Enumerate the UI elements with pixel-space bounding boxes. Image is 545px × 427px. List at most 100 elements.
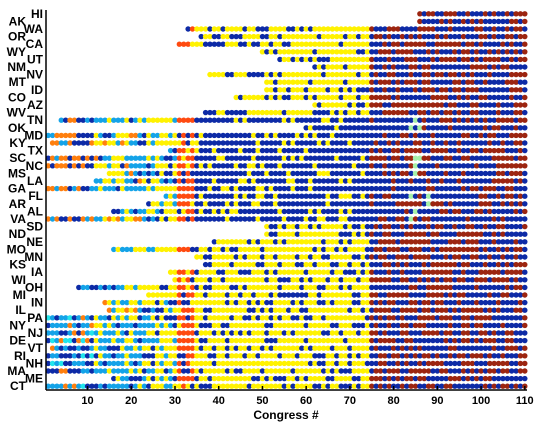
heatmap-cell xyxy=(181,368,187,374)
heatmap-cell xyxy=(325,368,331,374)
heatmap-cell xyxy=(329,375,336,382)
heatmap-cell xyxy=(522,64,528,70)
heatmap-cell xyxy=(430,330,436,336)
heatmap-cell xyxy=(281,94,288,101)
heatmap-cell xyxy=(224,117,231,123)
heatmap-cell xyxy=(347,216,353,222)
heatmap-cell xyxy=(434,178,441,184)
heatmap-cell xyxy=(167,330,174,336)
heatmap-cell xyxy=(202,193,209,199)
heatmap-cell xyxy=(355,269,362,275)
heatmap-cell xyxy=(382,375,388,382)
heatmap-cell xyxy=(255,261,261,268)
heatmap-cell xyxy=(299,109,305,116)
heatmap-cell xyxy=(224,322,231,329)
heatmap-cell xyxy=(67,383,73,389)
heatmap-cell xyxy=(255,109,261,116)
heatmap-cell xyxy=(500,170,506,177)
heatmap-cell xyxy=(395,178,401,184)
heatmap-cell xyxy=(478,269,484,275)
heatmap-cell xyxy=(334,147,340,154)
heatmap-cell xyxy=(146,368,152,374)
heatmap-cell xyxy=(102,117,108,123)
heatmap-cell xyxy=(513,360,519,367)
heatmap-cell xyxy=(320,330,327,336)
heatmap-cell xyxy=(390,223,397,230)
heatmap-cell xyxy=(355,368,362,374)
heatmap-cell xyxy=(216,71,222,78)
heatmap-cell xyxy=(325,383,331,389)
heatmap-cell xyxy=(80,155,86,161)
heatmap-cell xyxy=(355,284,362,291)
heatmap-cell xyxy=(408,163,414,169)
heatmap-cell xyxy=(272,223,279,230)
heatmap-cell xyxy=(360,307,366,313)
heatmap-cell xyxy=(487,223,493,230)
heatmap-cell xyxy=(369,353,375,359)
heatmap-cell xyxy=(67,368,73,374)
heatmap-cell xyxy=(224,185,231,192)
heatmap-cell xyxy=(237,330,244,336)
heatmap-cell xyxy=(198,193,204,199)
heatmap-cell xyxy=(382,269,388,275)
heatmap-cell xyxy=(474,155,480,161)
heatmap-cell xyxy=(342,254,349,260)
heatmap-cell xyxy=(443,155,449,161)
heatmap-cell xyxy=(417,109,423,116)
heatmap-cell xyxy=(469,254,476,260)
heatmap-cell xyxy=(443,246,449,253)
heatmap-cell xyxy=(447,147,454,154)
heatmap-cell xyxy=(504,201,511,207)
heatmap-cell xyxy=(299,26,305,32)
heatmap-cell xyxy=(71,360,78,367)
heatmap-cell xyxy=(491,178,497,184)
heatmap-cell xyxy=(364,277,371,283)
heatmap-cell xyxy=(508,284,515,291)
heatmap-cell xyxy=(325,147,331,154)
heatmap-cell xyxy=(281,87,288,93)
heatmap-cell xyxy=(508,71,515,78)
heatmap-cell xyxy=(229,185,235,192)
heatmap-cell xyxy=(417,307,423,313)
heatmap-cell xyxy=(369,178,375,184)
heatmap-cell xyxy=(417,26,423,32)
heatmap-cell xyxy=(268,147,274,154)
heatmap-cell xyxy=(508,132,515,139)
heatmap-cell xyxy=(259,261,266,268)
heatmap-cell xyxy=(517,254,524,260)
heatmap-cell xyxy=(390,56,397,63)
heatmap-cell xyxy=(452,102,458,108)
heatmap-cell xyxy=(478,261,484,268)
heatmap-cell xyxy=(338,170,344,177)
heatmap-cell xyxy=(425,368,432,374)
heatmap-cell xyxy=(216,193,222,199)
heatmap-cell xyxy=(163,132,169,139)
heatmap-cell xyxy=(320,231,327,237)
heatmap-cell xyxy=(412,140,419,146)
heatmap-cell xyxy=(137,375,143,382)
heatmap-cell xyxy=(377,284,384,291)
heatmap-cell xyxy=(211,353,218,359)
heatmap-cell xyxy=(386,375,392,382)
heatmap-cell xyxy=(93,284,99,291)
heatmap-cell xyxy=(242,201,248,207)
heatmap-cell xyxy=(443,79,449,85)
heatmap-cell xyxy=(439,87,445,93)
heatmap-cell xyxy=(355,307,362,313)
heatmap-cell xyxy=(369,261,375,268)
heatmap-cell xyxy=(102,216,108,222)
heatmap-cell xyxy=(207,277,213,283)
heatmap-cell xyxy=(421,94,427,101)
heatmap-cell xyxy=(224,261,231,268)
heatmap-cell xyxy=(495,345,502,351)
heatmap-cell xyxy=(465,368,471,374)
heatmap-cell xyxy=(500,231,506,237)
heatmap-cell xyxy=(360,360,366,367)
heatmap-cell xyxy=(412,170,419,177)
heatmap-cell xyxy=(347,79,353,85)
heatmap-cell xyxy=(369,269,375,275)
heatmap-cell xyxy=(434,292,441,298)
heatmap-cell xyxy=(299,56,305,63)
heatmap-cell xyxy=(430,132,436,139)
heatmap-cell xyxy=(189,140,196,146)
